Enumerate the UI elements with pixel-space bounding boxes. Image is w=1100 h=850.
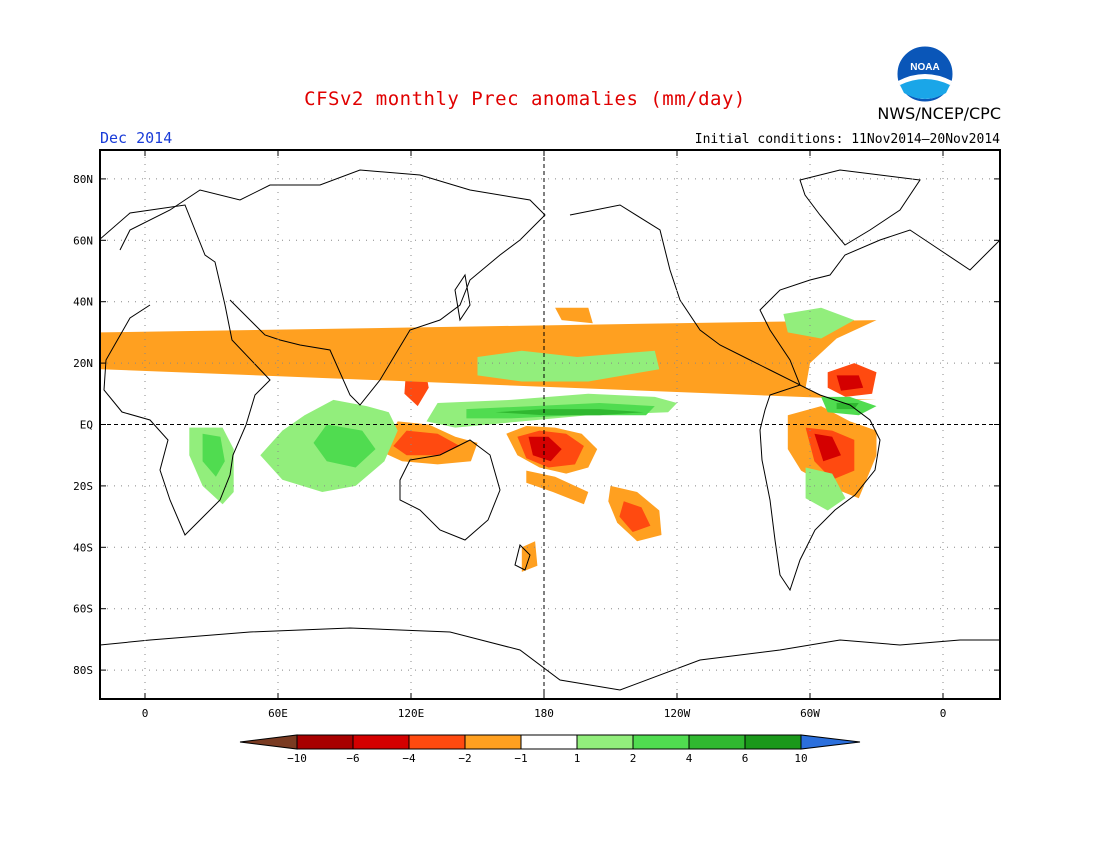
- coastline-africa: [100, 204, 271, 536]
- anomaly-region-maritime-continent-dry-core: [393, 430, 460, 456]
- coastline-europe-asia: [119, 169, 546, 406]
- anomaly-region-north-atlantic-wet: [783, 307, 855, 339]
- lat-label: 20S: [73, 480, 93, 493]
- anomaly-region-north-pacific-wet: [477, 350, 660, 382]
- lat-label: 40S: [73, 541, 93, 554]
- coastline-japan: [454, 273, 471, 322]
- agency-label: NWS/NCEP/CPC: [877, 104, 1001, 123]
- coastline-australia: [399, 439, 501, 541]
- coastlines: [100, 169, 1000, 691]
- lon-label: 120W: [664, 707, 691, 720]
- lat-label: 40N: [73, 296, 93, 309]
- lon-label: 120E: [398, 707, 425, 720]
- noaa-logo: NOAA: [896, 45, 954, 107]
- coastline-new-zealand: [514, 544, 531, 571]
- colorbar-label: −2: [458, 752, 471, 765]
- forecast-period: Dec 2014: [100, 129, 173, 147]
- anomaly-region-brazil-south-wet: [805, 467, 846, 511]
- colorbar-bin: [352, 734, 410, 750]
- colorbar-bin: [464, 734, 522, 750]
- colorbar-label: −10: [287, 752, 307, 765]
- anomaly-region-south-pacific-dry-core: [619, 501, 651, 532]
- grid-lines: [100, 150, 1000, 699]
- colorbar-bin: [520, 734, 578, 750]
- lon-label: 0: [940, 707, 947, 720]
- lat-label: 80S: [73, 664, 93, 677]
- lon-label: 60W: [800, 707, 820, 720]
- anomaly-region-indian-ocean-wet-core: [313, 424, 376, 468]
- colorbar-bin: [632, 734, 690, 750]
- colorbar-label: 4: [686, 752, 693, 765]
- lat-label: 60N: [73, 234, 93, 247]
- lat-label: 80N: [73, 173, 93, 186]
- anomaly-region-south-america-dry-max: [814, 433, 841, 462]
- initial-conditions: Initial conditions: 11Nov2014–20Nov2014: [694, 132, 1000, 147]
- lon-label: 180: [534, 707, 554, 720]
- anomaly-region-spcz-dry-band: [526, 470, 589, 505]
- coastline-antarctica: [100, 627, 1000, 691]
- coastline-south-america: [759, 384, 881, 592]
- lat-label: EQ: [80, 419, 93, 432]
- latitude-labels: 80N 60N 40N 20N EQ 20S 40S 60S 80S: [73, 173, 1000, 677]
- colorbar-label: −1: [514, 752, 527, 765]
- colorbar-label: −6: [346, 752, 359, 765]
- lon-label: 0: [142, 707, 149, 720]
- colorbar-label: 2: [630, 752, 637, 765]
- colorbar-label: 6: [742, 752, 749, 765]
- colorbar-bin: [744, 734, 802, 750]
- anomaly-region-equatorial-pacific-wet-max: [495, 409, 644, 416]
- logo-text: NOAA: [910, 62, 939, 73]
- lon-label: 60E: [268, 707, 288, 720]
- lat-label: 60S: [73, 603, 93, 616]
- anomaly-shading: [100, 307, 877, 572]
- colorbar-bin: [688, 734, 746, 750]
- colorbar: −10 −6 −4 −2 −1 1 2 4 6 10: [239, 734, 861, 765]
- anomaly-region-north-atlantic-dry-max: [836, 375, 864, 391]
- chart-title: CFSv2 monthly Prec anomalies (mm/day): [304, 88, 746, 110]
- colorbar-label: 10: [794, 752, 807, 765]
- coastline-north-america: [569, 204, 1000, 387]
- colorbar-bin: [296, 734, 354, 750]
- colorbar-bin: [239, 734, 298, 750]
- colorbar-bin: [576, 734, 634, 750]
- colorbar-label: −4: [402, 752, 416, 765]
- colorbar-label: 1: [574, 752, 581, 765]
- colorbar-bin: [408, 734, 466, 750]
- anomaly-region-north-pacific-dry: [555, 307, 593, 324]
- anomaly-region-central-pacific-dry-max: [528, 436, 562, 462]
- anomaly-region-east-africa-wet-core: [202, 433, 225, 477]
- coastline-greenland: [799, 169, 921, 246]
- longitude-labels: 0 60E 120E 180 120W 60W 0: [142, 150, 947, 720]
- colorbar-bin: [800, 734, 861, 750]
- lat-label: 20N: [73, 357, 93, 370]
